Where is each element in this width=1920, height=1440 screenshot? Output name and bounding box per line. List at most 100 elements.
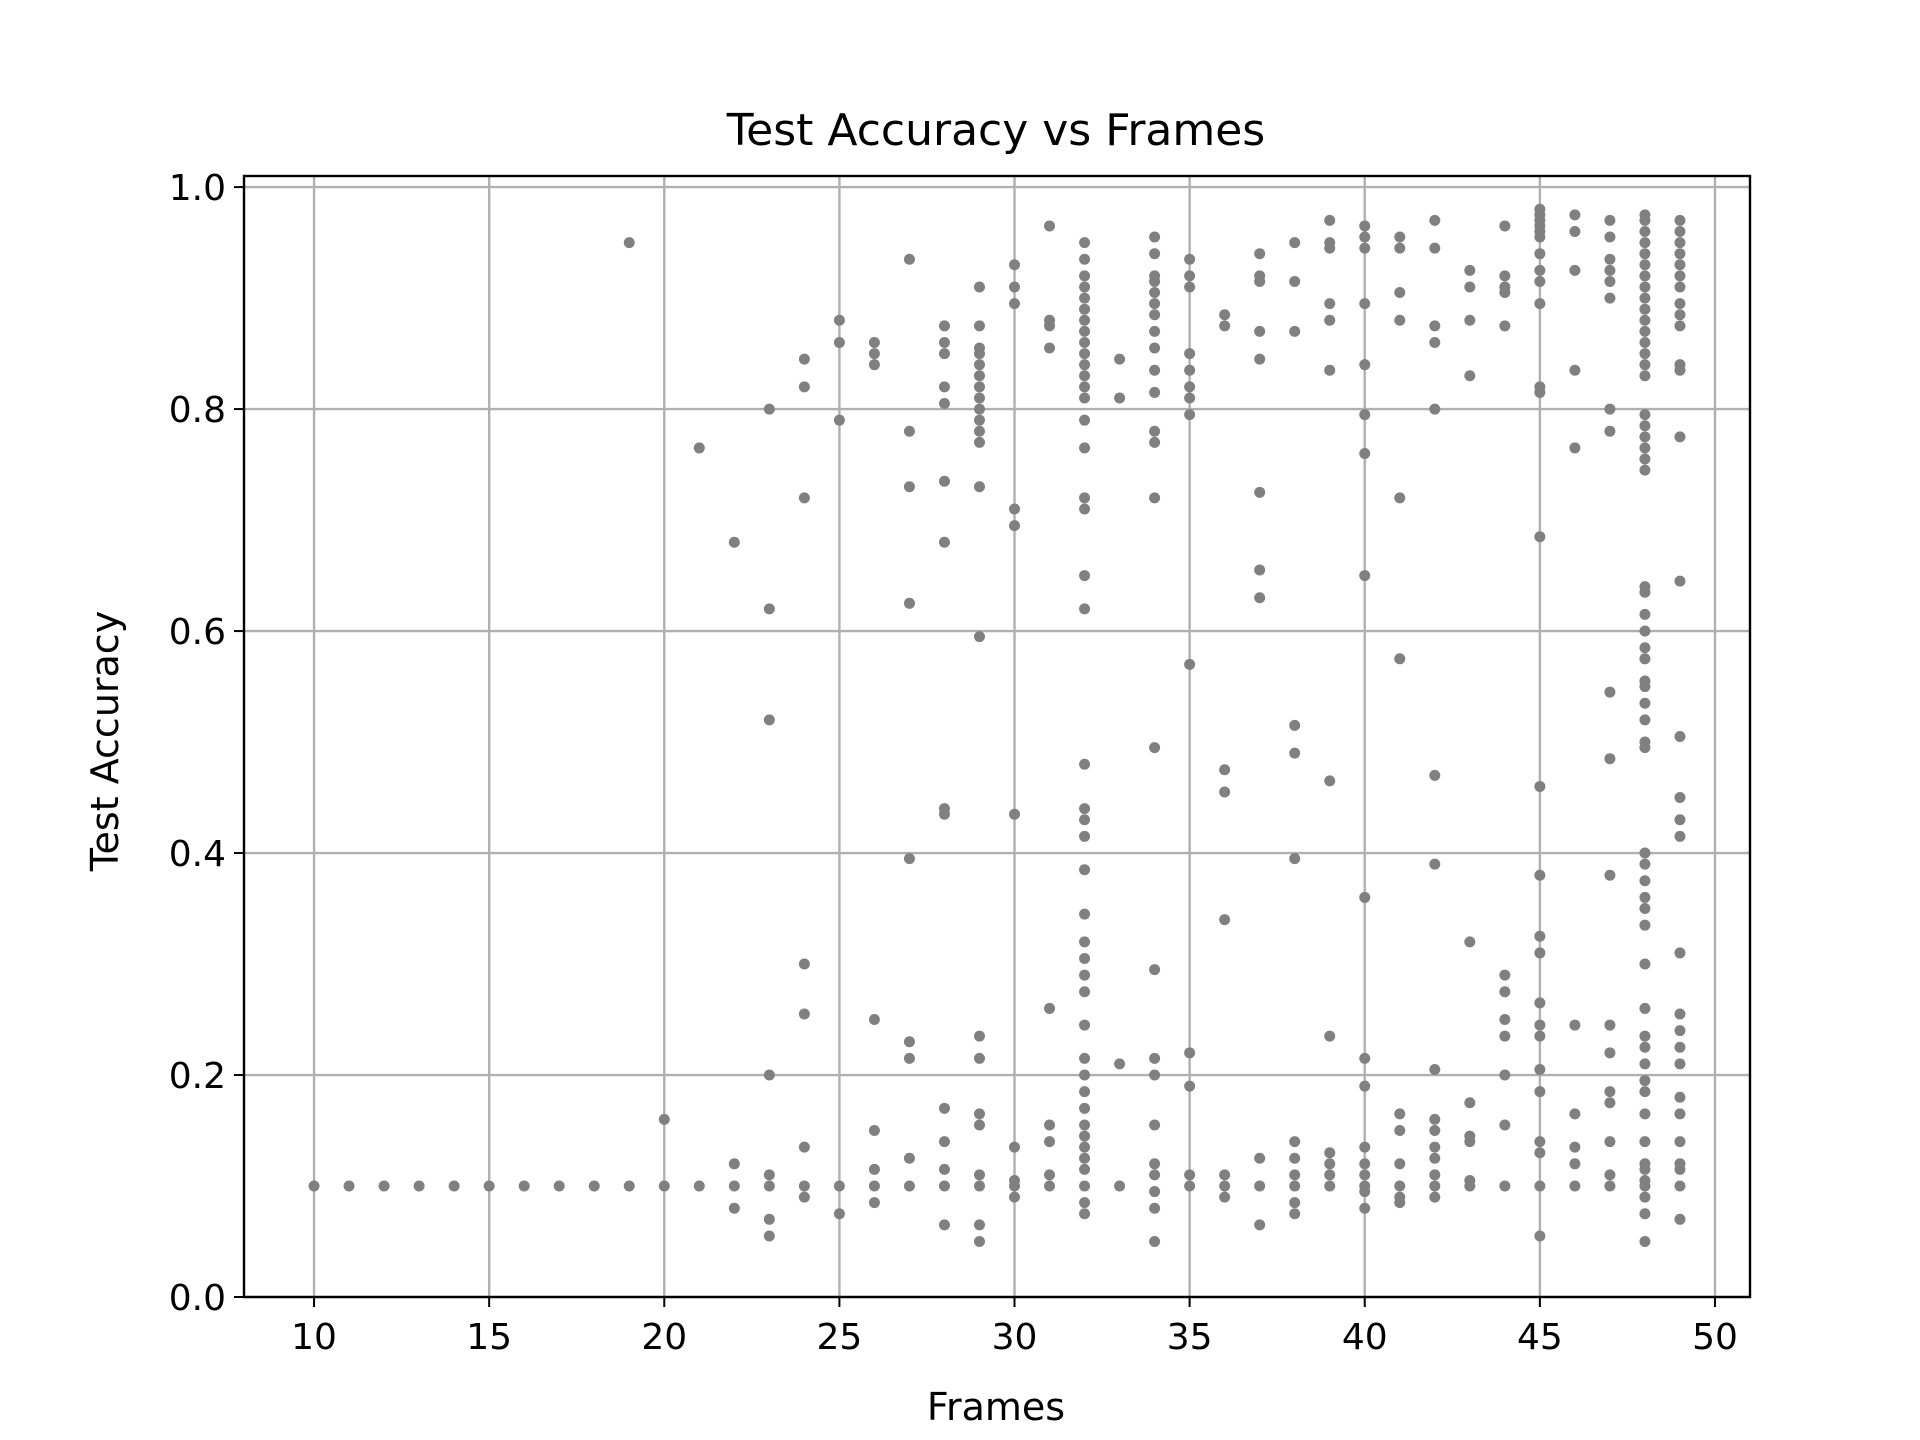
data-point [693,1180,705,1192]
data-point [1324,298,1336,310]
data-point [973,342,985,354]
data-point [1359,1180,1371,1192]
data-point [1534,780,1546,792]
data-point [1149,248,1161,260]
data-point [938,320,950,332]
data-point [833,1208,845,1220]
data-point [1674,575,1686,587]
data-point [1604,292,1616,304]
data-point [798,1191,810,1203]
data-point [833,414,845,426]
data-point [903,1036,915,1048]
data-point [1394,653,1406,665]
data-point [1149,742,1161,754]
data-point [1674,1213,1686,1225]
data-point [1184,253,1196,265]
data-point [938,381,950,393]
data-point [1429,1063,1441,1075]
data-point [868,1180,880,1192]
data-point [413,1180,425,1192]
data-point [1464,314,1476,326]
y-axis-label: Test Accuracy [83,611,127,872]
y-axis-ticks: 0.0 0.2 0.4 0.6 0.8 1.0 [169,168,244,1319]
data-point [518,1180,530,1192]
data-point [798,1180,810,1192]
data-point [1429,769,1441,781]
data-point [1569,1158,1581,1170]
data-point [833,314,845,326]
data-point [1254,564,1266,576]
data-point [938,1136,950,1148]
data-point [1569,209,1581,221]
data-point [938,1163,950,1175]
data-point [1359,298,1371,310]
data-point [1079,803,1091,815]
data-point [343,1180,355,1192]
data-point [868,336,880,348]
data-point [1359,447,1371,459]
data-point [1639,314,1651,326]
data-point [1079,270,1091,282]
data-point [1674,792,1686,804]
data-point [1534,947,1546,959]
data-point [1464,370,1476,382]
data-point [1219,786,1231,798]
data-point [448,1180,460,1192]
data-point [1219,914,1231,926]
data-point [903,1180,915,1192]
data-point [1149,1186,1161,1198]
x-tick-label: 15 [466,1317,512,1358]
data-point [1639,958,1651,970]
data-point [1604,753,1616,765]
data-point [1639,409,1651,421]
data-point [1639,1136,1651,1148]
data-point [1289,1152,1301,1164]
data-point [1639,625,1651,637]
data-point [1674,947,1686,959]
data-point [1604,1097,1616,1109]
data-point [1464,1097,1476,1109]
data-point [1604,253,1616,265]
data-point [1149,298,1161,310]
data-point [1009,503,1021,515]
data-point [1149,1069,1161,1081]
data-point [1604,403,1616,415]
data-point [1254,1152,1266,1164]
data-point [1639,209,1651,221]
data-point [1639,608,1651,620]
data-point [1289,237,1301,249]
data-point [1429,1180,1441,1192]
data-point [1674,830,1686,842]
data-point [938,348,950,360]
data-point [1674,298,1686,310]
x-tick-label: 10 [291,1317,337,1358]
data-point [1079,814,1091,826]
data-point [1639,736,1651,748]
y-tick-label: 0.6 [169,612,226,653]
data-point [1219,764,1231,776]
data-point [1079,1069,1091,1081]
data-point [1534,1136,1546,1148]
data-point [1324,775,1336,787]
data-point [1009,259,1021,271]
data-point [1604,1047,1616,1059]
data-point [1149,436,1161,448]
data-point [1394,314,1406,326]
data-point [1639,642,1651,654]
data-point [973,1119,985,1131]
data-point [973,320,985,332]
data-point [1499,270,1511,282]
data-point [1639,325,1651,337]
data-point [1464,1130,1476,1142]
data-point [1009,281,1021,293]
data-point [1079,292,1091,304]
data-point [1639,292,1651,304]
data-point [1639,270,1651,282]
data-point [763,603,775,615]
data-point [1394,242,1406,254]
data-point [1079,908,1091,920]
data-point [308,1180,320,1192]
data-point [1044,220,1056,232]
data-point [973,1236,985,1248]
data-point [763,714,775,726]
